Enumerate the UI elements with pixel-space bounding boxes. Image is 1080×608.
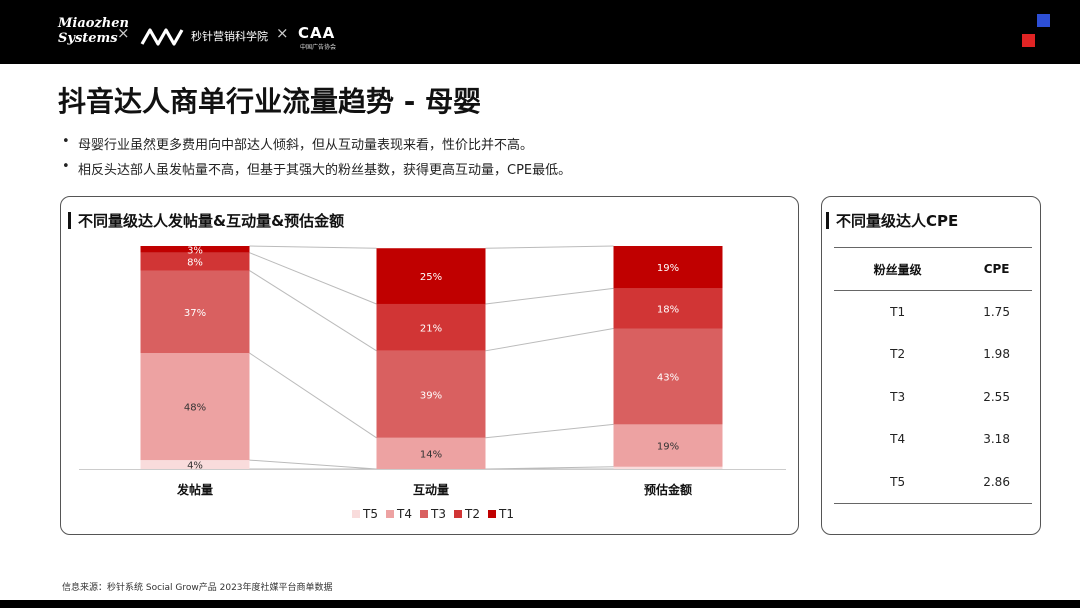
footer-bar	[0, 600, 1080, 608]
cpe-tier-cell: T4	[890, 432, 906, 447]
data-label: 4%	[187, 461, 203, 472]
connector-line	[485, 245, 614, 249]
connector-line	[249, 245, 377, 249]
cpe-table-header-row: 粉丝量级 CPE	[834, 247, 1032, 291]
decor-red-square	[1022, 34, 1035, 47]
legend-label: T5	[362, 507, 378, 521]
data-label: 37%	[184, 308, 206, 319]
bar-segment-t2	[613, 288, 723, 329]
cpe-panel: 不同量级达人CPE 粉丝量级 CPE T1 1.75 T2 1.98 T3 2.55 …	[821, 196, 1041, 535]
connector-line	[249, 252, 377, 305]
academy-name: 秒针营销科学院	[191, 30, 268, 43]
source-note: 信息来源：秒针系统 Social Grow产品 2023年度社媒平台商单数据	[62, 583, 333, 593]
cpe-header-tier: 粉丝量级	[834, 247, 962, 291]
data-label: 19%	[657, 263, 679, 274]
chart-panel-title: 不同量级达人发帖量&互动量&预估金额	[67, 212, 345, 230]
data-label: 48%	[184, 403, 206, 414]
data-label: 25%	[420, 272, 442, 283]
bullet-item: 母婴行业虽然更多费用向中部达人倾斜，但从互动量表现来看，性价比并不高。	[62, 134, 571, 159]
bar-segment-t1	[613, 246, 723, 289]
bar-segment-t5	[140, 460, 250, 469]
cpe-value-cell: 2.86	[961, 460, 1032, 504]
stacked-bar-chart: 4%48%37%8%3%发帖量0%14%39%21%25%互动量1%19%43%…	[79, 245, 786, 521]
cpe-value-cell: 1.75	[983, 305, 1010, 319]
bar-segment-t2	[140, 252, 250, 271]
data-label: 43%	[657, 372, 679, 383]
bar-segment-t1	[140, 246, 250, 253]
x-tick-label: 互动量	[413, 483, 449, 497]
logo-line-1: Miaozhen	[58, 16, 129, 31]
legend-swatch-t1	[488, 510, 496, 518]
bar-segment-t2	[376, 303, 486, 351]
cpe-tier-cell: T3	[890, 389, 906, 404]
legend-swatch-t5	[352, 510, 360, 518]
bar-segment-t3	[140, 270, 250, 354]
logo-separator-2: ×	[276, 24, 289, 42]
cpe-table: 粉丝量级 CPE T1 1.75 T2 1.98 T3 2.55 T4 3.18 T5 2…	[834, 247, 1032, 504]
connector-line	[485, 423, 614, 439]
bar-segment-t1	[376, 248, 486, 304]
data-label: 3%	[187, 245, 203, 256]
legend-swatch-t4	[386, 510, 394, 518]
legend-swatch-t3	[420, 510, 428, 518]
connector-line	[485, 287, 614, 305]
x-tick-label: 发帖量	[176, 482, 213, 497]
legend-label: T1	[498, 507, 514, 521]
cpe-panel-title: 不同量级达人CPE	[825, 212, 959, 230]
connector-line	[485, 328, 614, 352]
x-tick-label: 预估金额	[644, 482, 692, 497]
table-row: T1 1.75	[834, 291, 1032, 334]
cpe-tier-cell: T5	[834, 460, 962, 504]
data-label: 8%	[187, 258, 203, 269]
bar-segment-t3	[376, 350, 486, 438]
cpe-value-cell: 3.18	[983, 432, 1010, 447]
legend-label: T2	[464, 507, 480, 521]
miaozhen-logo: Miaozhen Systems	[58, 16, 129, 46]
bar-segment-t4	[140, 353, 250, 461]
chart-panel: 不同量级达人发帖量&互动量&预估金额 4%48%37%8%3%发帖量0%14%3…	[60, 196, 799, 535]
bar-segment-t4	[376, 437, 486, 469]
cpe-tier-cell: T2	[890, 347, 906, 362]
header-bar: Miaozhen Systems × 秒针营销科学院 × CAA 中国广告协会	[0, 0, 1080, 64]
connector-line	[249, 352, 377, 439]
table-row: T5 2.86	[834, 460, 1032, 504]
data-label: 21%	[420, 323, 442, 334]
legend-label: T4	[396, 507, 412, 521]
table-row: T2 1.98	[834, 333, 1032, 376]
connector-line	[249, 270, 377, 352]
table-row: T3 2.55	[834, 376, 1032, 419]
legend-label: T3	[430, 507, 446, 521]
logo-separator: ×	[117, 24, 130, 42]
bar-segment-t5	[613, 466, 723, 469]
caa-logo-subtext: 中国广告协会	[300, 44, 337, 51]
bullet-item: 相反头达部人虽发帖量不高，但基于其强大的粉丝基数，获得更高互动量，CPE最低。	[62, 159, 571, 184]
data-label: 39%	[420, 390, 442, 401]
logo-line-2: Systems	[58, 31, 118, 46]
legend-swatch-t2	[454, 510, 462, 518]
table-row: T4 3.18	[834, 418, 1032, 461]
data-label: 19%	[657, 442, 679, 453]
bullet-list: 母婴行业虽然更多费用向中部达人倾斜，但从互动量表现来看，性价比并不高。 相反头达…	[62, 134, 571, 184]
cpe-tier-cell: T1	[890, 305, 906, 319]
data-label: 14%	[420, 449, 442, 460]
cpe-header-cpe: CPE	[961, 247, 1032, 291]
connector-line	[249, 459, 377, 470]
bar-segment-t3	[613, 328, 723, 425]
page-title: 抖音达人商单行业流量趋势 - 母婴	[58, 85, 482, 118]
caa-logo: CAA	[298, 24, 336, 42]
cpe-value-cell: 1.98	[983, 347, 1010, 362]
cpe-value-cell: 2.55	[983, 389, 1010, 404]
bar-segment-t4	[613, 424, 723, 467]
miaozhen-academy-logo-icon	[140, 28, 184, 46]
data-label: 18%	[657, 304, 679, 315]
decor-blue-square	[1037, 14, 1050, 27]
